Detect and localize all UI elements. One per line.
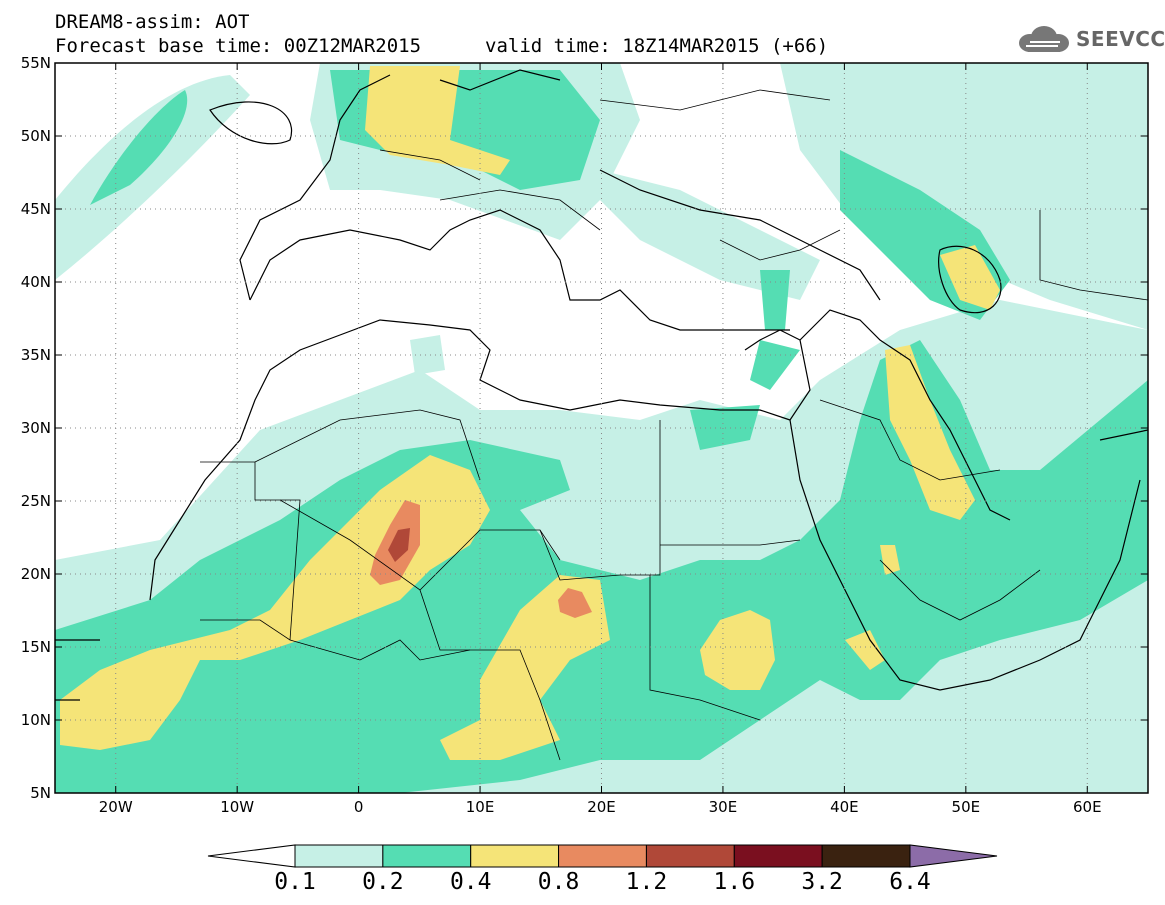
lat-label: 35N — [21, 346, 51, 364]
lat-label: 25N — [21, 492, 51, 510]
colorbar-label: 0.1 — [274, 869, 316, 895]
valid-time: valid time: 18Z14MAR2015 (+66) — [485, 35, 829, 57]
cloud-logo-icon — [1019, 26, 1069, 52]
lat-label: 50N — [21, 127, 51, 145]
lon-label: 30E — [709, 798, 738, 816]
lat-label: 55N — [21, 54, 51, 72]
colorbar-box — [470, 844, 560, 868]
lon-label: 20W — [99, 798, 133, 816]
lon-label: 0 — [354, 798, 364, 816]
colorbar-box — [733, 844, 823, 868]
aot-field — [55, 63, 1148, 793]
lat-label: 45N — [21, 200, 51, 218]
lon-label: 50E — [952, 798, 981, 816]
lon-label: 10W — [220, 798, 254, 816]
lat-label: 5N — [30, 784, 51, 802]
colorbar-low-triangle — [207, 844, 296, 868]
colorbar-label: 0.8 — [538, 869, 580, 895]
colorbar-label: 1.6 — [714, 869, 756, 895]
colorbar-box — [382, 844, 472, 868]
country-borders — [200, 89, 1148, 761]
forecast-base-time: Forecast base time: 00Z12MAR2015 — [55, 35, 422, 57]
aot-level-0.4 — [60, 66, 1000, 760]
lat-label: 10N — [21, 711, 51, 729]
lat-label: 15N — [21, 638, 51, 656]
lat-label: 20N — [21, 565, 51, 583]
map-gridlines — [55, 63, 1148, 793]
colorbar-box — [294, 844, 384, 868]
colorbar-box — [558, 844, 647, 868]
colorbar-box — [821, 844, 911, 868]
lon-label: 40E — [830, 798, 859, 816]
lon-label: 20E — [587, 798, 616, 816]
colorbar-label: 3.2 — [801, 869, 843, 895]
logo-text: SEEVCCC — [1076, 27, 1165, 51]
colorbar: 0.1 0.2 0.4 0.8 1.2 1.6 3.2 6.4 — [207, 844, 998, 895]
lon-label: 60E — [1073, 798, 1102, 816]
colorbar-box — [645, 844, 735, 868]
lon-label: 10E — [466, 798, 495, 816]
colorbar-high-triangle — [909, 844, 998, 868]
coastlines — [55, 69, 1148, 701]
colorbar-label: 1.2 — [626, 869, 668, 895]
longitude-labels: 20W 10W 0 10E 20E 30E 40E 50E 60E — [99, 63, 1102, 816]
colorbar-label: 6.4 — [889, 869, 931, 895]
lat-label: 40N — [21, 273, 51, 291]
colorbar-label: 0.2 — [362, 869, 404, 895]
lat-label: 30N — [21, 419, 51, 437]
map-title: DREAM8-assim: AOT — [55, 11, 250, 33]
colorbar-label: 0.4 — [450, 869, 492, 895]
seevccc-logo: SEEVCCC — [1016, 24, 1165, 54]
aot-level-1.2 — [388, 528, 410, 562]
latitude-labels: 55N 50N 45N 40N 35N 30N 25N 20N 15N 10N 5N — [21, 54, 1148, 802]
